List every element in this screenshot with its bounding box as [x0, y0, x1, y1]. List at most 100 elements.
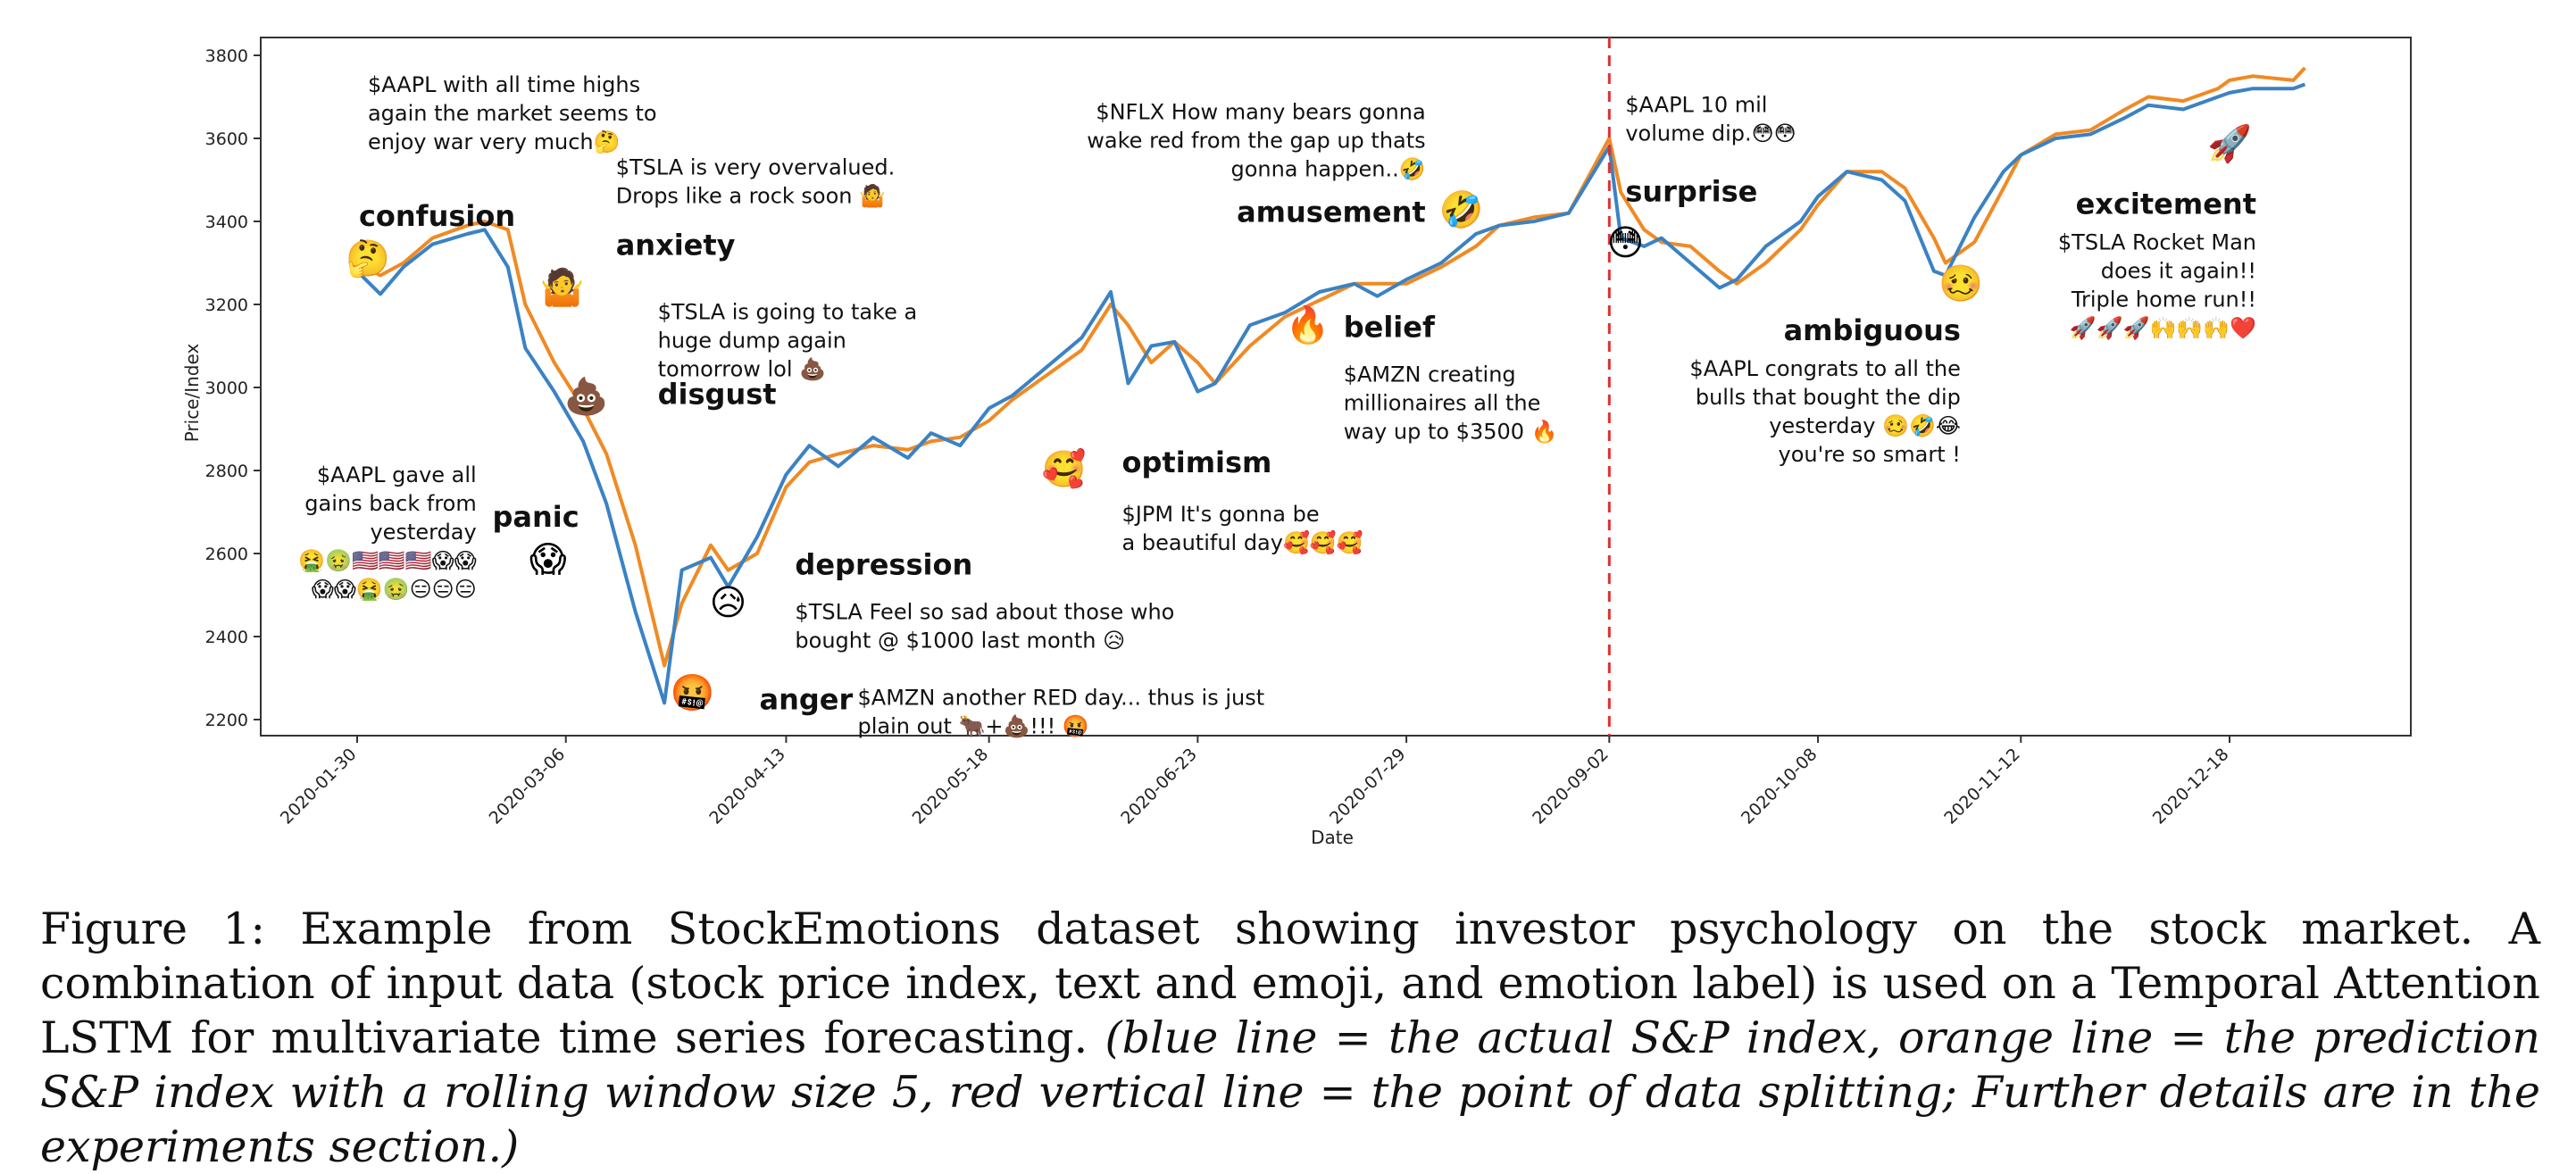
panic-emoji-icon: 😱 — [529, 539, 567, 580]
y-tick-label: 2600 — [205, 545, 248, 564]
panic-tweet-line: yesterday — [370, 520, 476, 545]
x-tick-label: 2020-05-18 — [909, 745, 993, 828]
emotion-annotations: 🤔 confusion $AAPL with all time highs again… — [298, 72, 2256, 738]
x-tick-label: 2020-12-18 — [2149, 745, 2233, 828]
y-tick-label: 3800 — [205, 46, 248, 66]
panic-tweet-line: 🤮🤢🇺🇸🇺🇸🇺🇸😱😱 — [298, 548, 476, 573]
x-tick-label: 2020-09-02 — [1529, 745, 1613, 828]
anxiety-tweet-line: Drops like a rock soon 🤷 — [616, 183, 886, 209]
belief-tweet-line: way up to $3500 🔥 — [1344, 420, 1558, 445]
optimism-label: optimism — [1122, 445, 1272, 479]
panic-label: panic — [493, 500, 579, 534]
amusement-label: amusement — [1237, 196, 1426, 229]
figure-caption: Figure 1: Example from StockEmotions dat… — [40, 902, 2540, 1174]
x-tick-label: 2020-10-08 — [1738, 745, 1822, 828]
confusion-label: confusion — [359, 199, 515, 233]
confusion-tweet-line: enjoy war very much🤔 — [368, 129, 621, 154]
y-axis-label: Price/Index — [181, 344, 203, 443]
annotation-anxiety: 🤷 anxiety $TSLA is very overvalued. Drops l… — [540, 155, 895, 309]
disgust-emoji-icon: 💩 — [564, 375, 609, 417]
confusion-tweet-line: again the market seems to — [368, 101, 657, 126]
series-line — [356, 66, 2306, 668]
anger-emoji-icon: 🤬 — [671, 673, 715, 714]
annotation-amusement: 🤣 amusement $NFLX How many bears gonna wake… — [1087, 100, 1483, 233]
series-line — [355, 82, 2306, 705]
excitement-tweet-line: does it again!! — [2101, 258, 2256, 283]
y-tick-label: 3200 — [205, 296, 248, 315]
annotation-optimism: 🥰 optimism $JPM It's gonna bea beautiful d… — [1042, 445, 1363, 555]
excitement-label: excitement — [2076, 187, 2256, 221]
anxiety-emoji-icon: 🤷 — [540, 266, 585, 309]
ambiguous-emoji-icon: 🥴 — [1938, 263, 1983, 304]
disgust-label: disgust — [658, 377, 777, 411]
surprise-tweet-line: $AAPL 10 mil — [1625, 92, 1767, 117]
x-tick-label: 2020-07-29 — [1326, 745, 1410, 828]
panic-tweet-line: $AAPL gave all — [317, 462, 477, 487]
optimism-emoji-icon: 🥰 — [1042, 447, 1087, 490]
annotation-ambiguous: 🥴 ambiguous $AAPL congrats to all the bulls… — [1689, 263, 1982, 467]
belief-tweet-line: $AMZN creating — [1344, 362, 1516, 387]
anxiety-tweet-line: $TSLA is very overvalued. — [616, 155, 896, 180]
ambiguous-tweet-line: yesterday 🥴🤣😂 — [1769, 413, 1961, 439]
depression-label: depression — [795, 547, 972, 581]
annotation-depression: 😥 depression $TSLA Feel so sad about those… — [710, 547, 1175, 653]
confusion-tweet-line: $AAPL with all time highs — [368, 72, 640, 97]
amusement-emoji-icon: 🤣 — [1438, 189, 1484, 233]
surprise-tweet-line: volume dip.😳😳 — [1625, 121, 1796, 146]
excitement-tweet-line: Triple home run!! — [2071, 287, 2256, 312]
caption-main: Figure 1: Example from StockEmotions dat… — [40, 903, 2540, 1063]
depression-tweet-line: bought @ $1000 last month 😥 — [795, 628, 1125, 653]
excitement-tweet-line: $TSLA Rocket Man — [2058, 229, 2256, 254]
y-tick-label: 2800 — [205, 462, 248, 481]
amusement-tweet-line: $NFLX How many bears gonna — [1096, 100, 1425, 125]
panic-tweet-line: gains back from — [304, 491, 476, 516]
depression-tweet-line: $TSLA Feel so sad about those who — [795, 599, 1174, 624]
annotation-confusion: 🤔 confusion $AAPL with all time highs again… — [346, 72, 657, 279]
confusion-emoji-icon: 🤔 — [346, 238, 390, 279]
annotation-belief: 🔥 belief $AMZN creating millionaires all th… — [1286, 304, 1558, 445]
surprise-label: surprise — [1625, 174, 1757, 208]
anger-tweet-line: $AMZN another RED day... thus is just — [858, 686, 1265, 711]
ambiguous-tweet-line: you're so smart ! — [1779, 442, 1961, 467]
belief-label: belief — [1344, 311, 1436, 345]
amusement-tweet-line: gonna happen..🤣 — [1230, 157, 1425, 183]
y-tick-label: 2400 — [205, 628, 248, 647]
belief-tweet-line: millionaires all the — [1344, 391, 1541, 416]
annotation-disgust: 💩 disgust $TSLA is going to take a huge dum… — [564, 299, 917, 417]
x-tick-label: 2020-04-13 — [705, 745, 789, 828]
ambiguous-label: ambiguous — [1784, 313, 1961, 347]
anger-label: anger — [760, 683, 854, 717]
amusement-tweet-line: wake red from the gap up thats — [1087, 129, 1425, 154]
series-group — [355, 66, 2306, 705]
panic-tweet-line: 😱😱🤮🤢😑😑😑 — [312, 577, 477, 602]
y-tick-label: 2200 — [205, 711, 248, 730]
x-axis-label: Date — [1311, 827, 1354, 848]
disgust-tweet-line: $TSLA is going to take a — [658, 299, 918, 324]
annotation-surprise: 😳 surprise $AAPL 10 mil volume dip.😳😳 — [1606, 92, 1796, 263]
x-tick-label: 2020-06-23 — [1117, 745, 1201, 828]
disgust-tweet-line: huge dump again — [658, 328, 846, 353]
optimism-tweet-line: a beautiful day🥰🥰🥰 — [1122, 529, 1363, 555]
disgust-tweet-line: tomorrow lol 💩 — [658, 356, 826, 381]
stock-emotion-chart: 2200 2400 2600 2800 3000 3200 3400 3600 3800 202… — [181, 37, 2412, 848]
optimism-tweet-line: $JPM It's gonna be — [1122, 502, 1320, 527]
anger-tweet-line: plain out 🐂+💩!!! 🤬 — [858, 714, 1089, 739]
depression-emoji-icon: 😥 — [710, 582, 747, 623]
belief-emoji-icon: 🔥 — [1286, 304, 1330, 346]
excitement-tweet-line: 🚀🚀🚀🙌🙌🙌❤️ — [2070, 315, 2256, 340]
ambiguous-tweet-line: bulls that bought the dip — [1696, 385, 1961, 410]
x-tick-label: 2020-03-06 — [486, 745, 570, 828]
anxiety-label: anxiety — [616, 229, 736, 262]
ambiguous-tweet-line: $AAPL congrats to all the — [1689, 356, 1960, 381]
x-ticks: 2020-01-30 2020-03-06 2020-04-13 2020-05-18… — [277, 736, 2233, 828]
surprise-emoji-icon: 😳 — [1606, 222, 1644, 263]
excitement-emoji-icon: 🚀 — [2207, 122, 2252, 164]
x-tick-label: 2020-01-30 — [277, 745, 361, 828]
y-ticks: 2200 2400 2600 2800 3000 3200 3400 3600 3800 — [205, 46, 261, 730]
annotation-excitement: 🚀 excitement $TSLA Rocket Man does it again… — [2058, 122, 2256, 340]
annotation-anger: 🤬 anger $AMZN another RED day... thus is j… — [671, 673, 1265, 739]
annotation-panic: 😱 panic $AAPL gave all gains back from yeste… — [298, 462, 579, 602]
y-tick-label: 3600 — [205, 129, 248, 149]
y-tick-label: 3000 — [205, 379, 248, 398]
y-tick-label: 3400 — [205, 212, 248, 232]
